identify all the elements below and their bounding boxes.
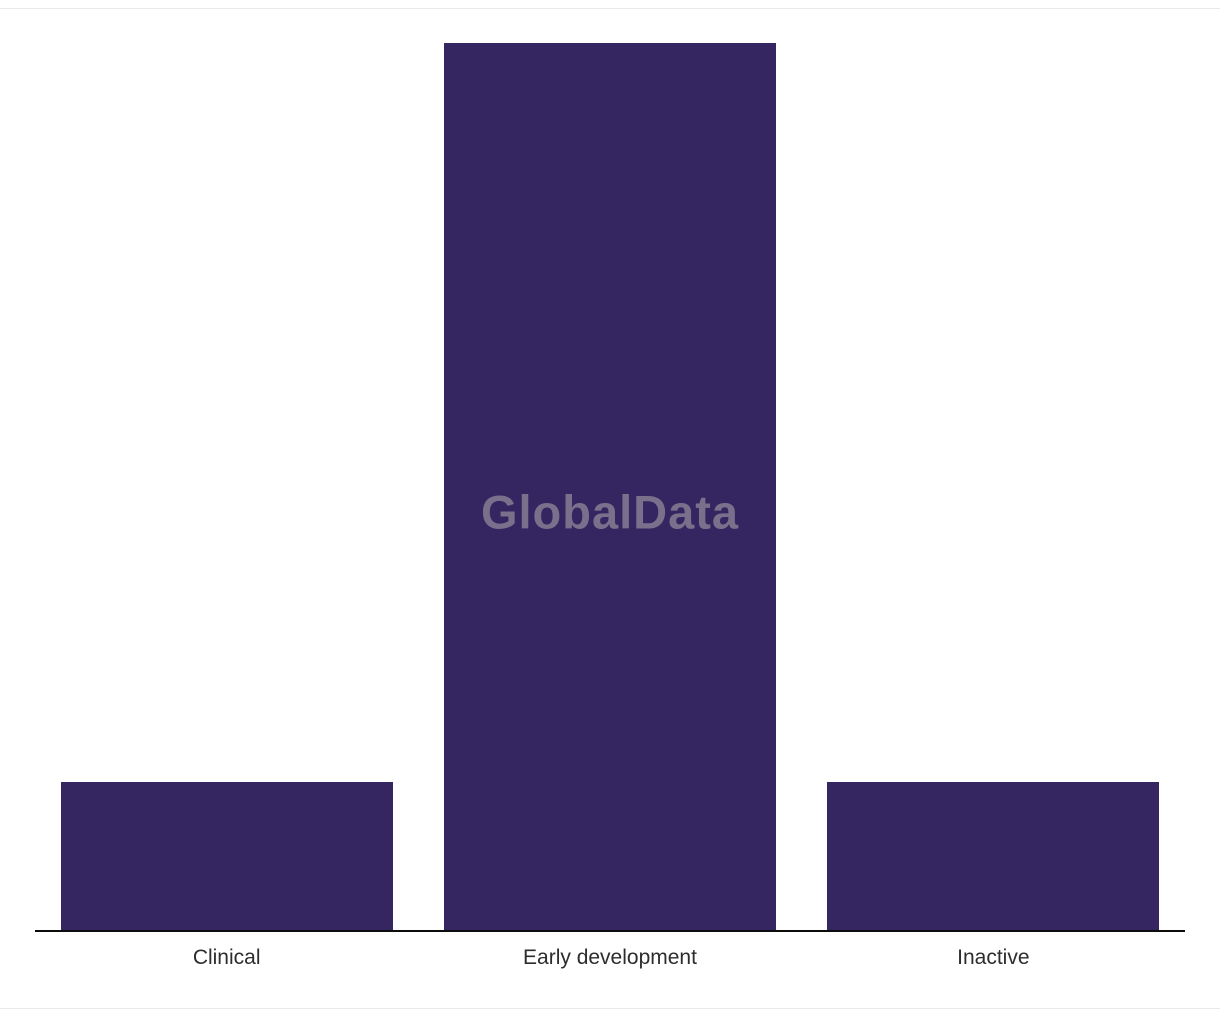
bar-clinical[interactable] bbox=[60, 782, 393, 930]
plot-area: GlobalData bbox=[35, 43, 1185, 932]
bar-slot-clinical bbox=[35, 43, 418, 930]
x-axis-line bbox=[35, 930, 1185, 932]
bar-inactive[interactable] bbox=[827, 782, 1160, 930]
top-divider bbox=[0, 8, 1220, 9]
bar-early-development[interactable] bbox=[444, 43, 776, 930]
category-labels: Clinical Early development Inactive bbox=[35, 946, 1185, 970]
category-label-clinical: Clinical bbox=[192, 946, 261, 969]
bar-slot-early-development bbox=[418, 43, 801, 930]
bars-container bbox=[35, 43, 1185, 930]
bottom-divider bbox=[0, 1008, 1220, 1009]
bar-slot-inactive bbox=[802, 43, 1185, 930]
category-label-inactive: Inactive bbox=[957, 946, 1030, 969]
category-label-early-development: Early development bbox=[523, 946, 697, 969]
